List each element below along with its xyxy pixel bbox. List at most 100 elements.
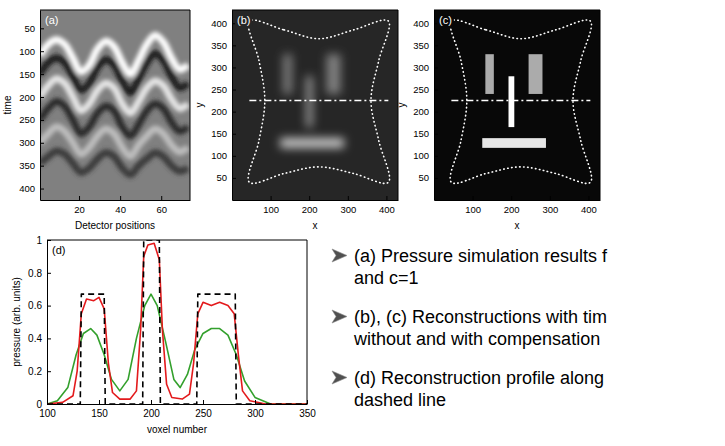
plot-area (47, 240, 307, 404)
y-tick: 0.4 (28, 333, 51, 344)
x-tick-label: 350 (299, 408, 316, 419)
y-tick-label: 200 (211, 106, 227, 117)
y-tick: 0.8 (28, 268, 51, 279)
x-tick-mark (309, 196, 310, 200)
y-tick-mark (232, 134, 236, 135)
y-tick-mark (40, 166, 44, 167)
bullet-text: dashed line (354, 390, 446, 410)
y-tick: 250 (413, 84, 438, 95)
plot-frame (232, 10, 398, 11)
x-tick-label: 100 (263, 204, 279, 215)
y-tick-mark (40, 143, 44, 144)
x-tick-label: 20 (74, 204, 85, 215)
y-tick-label: 100 (413, 150, 429, 161)
x-tick-label: 60 (156, 204, 167, 215)
y-tick-mark (232, 90, 236, 91)
x-tick-label: 400 (581, 204, 597, 215)
y-tick-label: 100 (19, 46, 35, 57)
y-axis-line (40, 11, 41, 201)
y-tick: 250 (19, 114, 44, 125)
phantom-block (280, 138, 344, 148)
x-tick: 400 (581, 196, 597, 215)
bullet-text: (a) Pressure simulation results f (354, 246, 608, 266)
bullet-list: (a) Pressure simulation results fand c=1… (332, 246, 608, 410)
line-series (47, 243, 307, 404)
y-tick-mark (434, 90, 438, 91)
y-tick: 300 (211, 62, 236, 73)
y-tick: 250 (211, 84, 236, 95)
y-axis-title: time (2, 95, 13, 114)
y-tick-label: 250 (211, 84, 227, 95)
y-tick-mark (232, 45, 236, 46)
y-tick-label: 400 (211, 18, 227, 29)
y-axis-line (232, 11, 233, 201)
x-axis-title: Detector positions (75, 220, 155, 231)
panel: 10015020025030035000.20.40.60.81voxel nu… (11, 235, 316, 435)
x-tick: 100 (465, 196, 481, 215)
label-patch (437, 13, 454, 27)
y-tick-mark (232, 156, 236, 157)
y-tick-label: 0.8 (28, 268, 42, 279)
x-tick-label: 300 (340, 204, 356, 215)
x-tick-label: 40 (115, 204, 126, 215)
x-tick-mark (588, 196, 589, 200)
x-tick: 300 (247, 400, 264, 419)
y-tick-mark (40, 74, 44, 75)
detector-boundary (450, 20, 591, 183)
y-tick: 50 (418, 172, 438, 183)
y-axis: 50100150200250300350400 (413, 11, 438, 201)
y-axis-line (434, 11, 435, 201)
y-tick-label: 0.4 (28, 333, 42, 344)
x-tick: 100 (263, 196, 279, 215)
y-tick-mark (47, 273, 51, 274)
plot-area (40, 35, 188, 175)
x-tick: 40 (115, 196, 126, 215)
y-tick-label: 150 (211, 128, 227, 139)
x-tick-mark (79, 196, 80, 200)
x-tick-mark (151, 400, 152, 404)
slide: 20 40 60 50 100 150 200 250 300 350 400 Detector po… (0, 0, 725, 446)
bullet-text: (d) Reconstruction profile along (354, 368, 604, 388)
x-axis: 100200300400 (233, 196, 399, 215)
x-tick: 300 (340, 196, 356, 215)
y-tick-label: 250 (413, 84, 429, 95)
y-tick: 350 (211, 40, 236, 51)
plot-frame (434, 10, 600, 11)
y-axis: 00.20.40.60.81 (28, 235, 51, 410)
y-tick-mark (47, 371, 51, 372)
plot-background (40, 10, 190, 200)
y-tick-mark (40, 51, 44, 52)
x-tick: 200 (143, 400, 160, 419)
phantom-block (307, 76, 313, 127)
y-tick: 200 (413, 106, 438, 117)
panel-label: (b) (237, 14, 250, 26)
x-tick: 350 (299, 400, 316, 419)
y-tick-label: 200 (413, 106, 429, 117)
x-tick-mark (550, 196, 551, 200)
y-tick-mark (434, 67, 438, 68)
x-axis-title: x (313, 220, 318, 231)
panel: 10020030040050100150200250300350400xy(c) (396, 10, 600, 231)
y-tick: 1 (36, 235, 51, 246)
y-tick: 300 (413, 62, 438, 73)
y-tick: 150 (19, 69, 44, 80)
y-tick: 150 (211, 128, 236, 139)
y-tick-mark (40, 189, 44, 190)
y-tick: 400 (19, 183, 44, 194)
x-tick-mark (203, 400, 204, 404)
x-axis-title: voxel number (147, 424, 208, 435)
y-tick-mark (47, 404, 51, 405)
y-axis-title: y (396, 103, 407, 108)
y-tick-label: 150 (19, 69, 35, 80)
y-tick: 0.2 (28, 366, 51, 377)
y-axis-title: y (194, 103, 205, 108)
bullet-arrow (332, 249, 347, 262)
y-tick-label: 350 (19, 160, 35, 171)
y-tick-mark (232, 67, 236, 68)
x-axis-line (48, 404, 308, 405)
x-tick-mark (348, 196, 349, 200)
y-axis-title: pressure (arb. units) (11, 277, 22, 366)
y-tick-mark (434, 112, 438, 113)
x-tick: 400 (379, 196, 395, 215)
y-tick: 200 (19, 92, 44, 103)
